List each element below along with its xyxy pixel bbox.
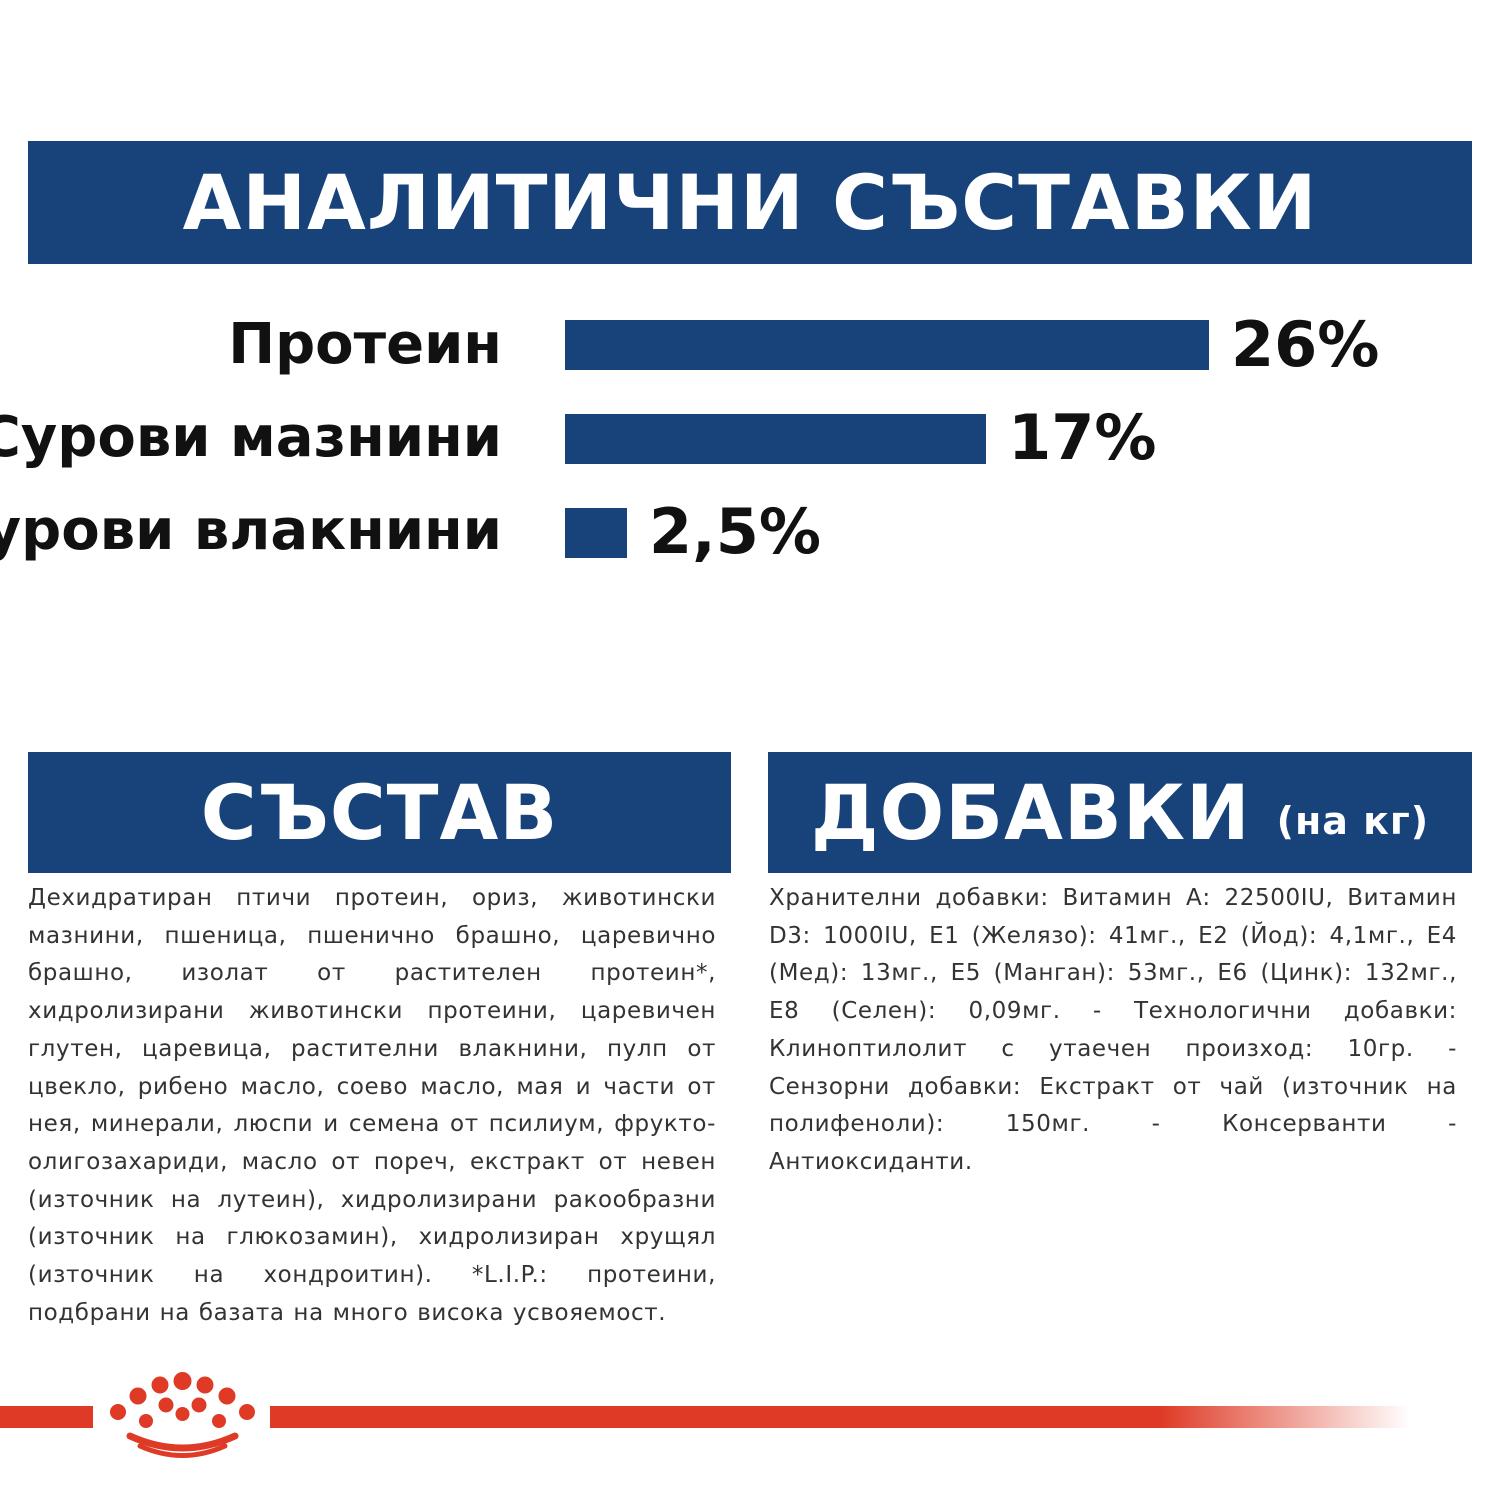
- composition-banner: СЪСТАВ: [28, 752, 731, 873]
- nutrient-bar-protein: [565, 320, 1209, 370]
- composition-text: Дехидратиран птичи протеин, ориз, животи…: [28, 885, 716, 1326]
- nutrient-value-fat: 17%: [1008, 401, 1157, 474]
- nutrient-bar-fat: [565, 414, 987, 464]
- nutrient-value-protein: 26%: [1231, 308, 1380, 381]
- footer-accent-line-left: [0, 1406, 93, 1428]
- nutrient-label-fibre: Сурови влакнини: [0, 498, 502, 563]
- nutrient-value-fibre: 2,5%: [649, 495, 821, 568]
- footer-accent-line-right: [270, 1406, 1410, 1428]
- nutrient-label-fat: Сурови мазнини: [0, 405, 502, 470]
- analytical-constituents-title: АНАЛИТИЧНИ СЪСТАВКИ: [182, 158, 1318, 247]
- additives-title: ДОБАВКИ: [810, 768, 1251, 857]
- royal-canin-crown-icon: [110, 1372, 255, 1458]
- nutrient-label-protein: Протеин: [228, 312, 502, 377]
- analytical-constituents-banner: АНАЛИТИЧНИ СЪСТАВКИ: [28, 141, 1472, 264]
- additives-text: Хранителни добавки: Витамин А: 22500IU, …: [769, 885, 1457, 1175]
- nutrient-bar-fibre: [565, 508, 627, 558]
- additives-banner: ДОБАВКИ (на кг): [768, 752, 1472, 873]
- additives-unit: (на кг): [1276, 798, 1430, 843]
- composition-title: СЪСТАВ: [200, 768, 559, 857]
